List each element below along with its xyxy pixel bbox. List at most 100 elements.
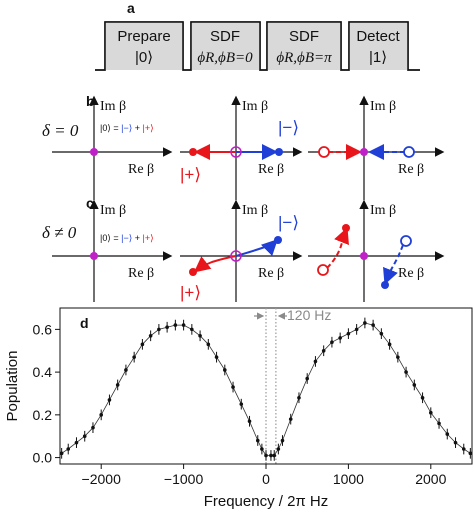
data-point [363,321,367,325]
sdf2-box [267,22,341,70]
c3-plus-end [342,224,350,232]
data-point [74,440,79,445]
series-line [61,322,471,456]
panel-a-label: a [127,0,135,16]
data-point [354,327,359,332]
data-point [91,425,95,430]
sdf2-label: SDF [289,28,319,45]
c2-re-label: Re β [258,266,284,281]
c2-ket-minus: |−⟩ [278,213,299,232]
panel-d-label: d [80,315,89,331]
detect-label: Detect [356,28,400,45]
data-point [107,398,112,402]
prepare-state: |0⟩ [135,49,153,66]
detect-state: |1⟩ [369,49,387,66]
b3-plus-start [318,146,330,158]
y-tick-label: 0.4 [33,364,53,380]
b3-re-label: Re β [398,162,424,177]
y-axis-label: Population [4,351,21,422]
data-point [132,355,136,359]
b2-im-label: Im β [242,99,268,114]
c2-minus-point [274,236,282,244]
x-ticks: −2000 −1000 0 1000 2000 [82,464,447,487]
x-tick-label: −2000 [82,471,122,487]
marker-lines [265,308,277,464]
data-point [437,421,441,426]
b1-formula: |0⟩ = |−⟩ + |+⟩ [100,123,154,133]
y-ticks: 0.0 0.2 0.4 0.6 [33,321,60,466]
marker-annotation: 120 Hz [287,307,331,323]
b2-origin-ring [230,146,242,158]
data-point [396,355,400,359]
data-point [429,410,433,415]
b2-ket-plus: |+⟩ [180,165,201,184]
data-point [264,453,268,458]
data-point [321,348,326,353]
data-point [269,453,273,458]
c2-origin-ring [230,250,242,262]
data-point [412,383,417,387]
c3-plus-start [317,264,329,276]
data-point [453,440,458,445]
data-point [288,417,293,421]
spectrum-plot: −2000 −1000 0 1000 2000 0.0 0.2 0.4 0.6 d 120 H… [4,307,473,510]
pulse-sequence-outline [95,21,420,71]
prepare-box [105,22,183,70]
data-point [190,327,194,332]
b3-origin-point [360,148,368,156]
x-tick-label: 0 [262,471,270,487]
sdf2-phase: ϕR,ϕB=π [276,50,332,66]
sdf1-label: SDF [210,28,240,45]
y-tick-label: 0.0 [33,450,53,466]
data-point [140,342,145,347]
c1-formula: |0⟩ = |−⟩ + |+⟩ [100,233,154,243]
b1-origin-point [90,148,98,156]
x-tick-label: −1000 [164,471,204,487]
data-point [379,331,384,336]
b2-re-label: Re β [258,162,284,177]
data-point [313,359,318,364]
c1-origin-point [90,252,98,260]
prepare-label: Prepare [117,28,170,45]
b3-im-label: Im β [370,99,396,114]
panel-c-condition: δ ≠ 0 [42,223,77,242]
data-point [255,438,260,443]
data-point [297,395,301,400]
data-point [404,370,408,374]
data-point [198,333,202,338]
c3-plus-arrow [326,227,349,269]
detect-box [349,22,408,70]
b2-ket-minus: |−⟩ [278,118,299,137]
data-point [181,323,186,327]
data-point [66,447,71,451]
c1-im-label: Im β [100,203,126,218]
data-point [445,432,450,436]
c3-re-label: Re β [398,266,424,281]
c3-im-label: Im β [370,203,396,218]
c2-minus-arrow [235,239,278,257]
b2-plus-point [189,148,197,156]
data-point [214,355,219,359]
b2-minus-point [275,148,283,156]
data-point [371,323,375,327]
data-point [82,434,87,439]
sdf1-phase: ϕR,ϕB=0 [197,50,253,66]
y-tick-label: 0.6 [33,321,53,337]
c2-plus-point [189,268,197,276]
c2-im-label: Im β [242,203,268,218]
data-point [338,336,342,340]
c2-plus-arrow [193,255,237,273]
data-point [330,340,334,344]
data-point [99,413,103,417]
b1-im-label: Im β [100,99,126,114]
data-point [420,395,425,400]
data-point [468,451,473,456]
y-tick-label: 0.2 [33,407,53,423]
data-point [231,385,235,389]
data-point [124,368,128,372]
data-point [272,453,277,458]
x-tick-label: 2000 [415,471,446,487]
data-point [239,402,244,406]
data-point [115,383,120,387]
